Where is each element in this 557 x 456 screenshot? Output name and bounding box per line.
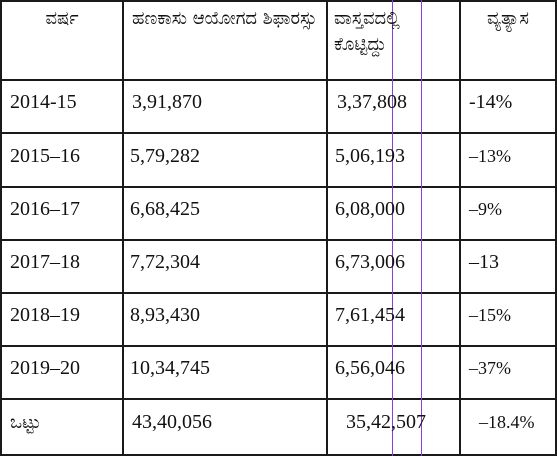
guide-line <box>421 0 422 456</box>
table-cell: –13 <box>469 251 499 273</box>
table-border <box>459 0 461 456</box>
table-cell: 8,93,430 <box>130 304 200 326</box>
table-border <box>0 79 557 81</box>
guide-line <box>392 0 393 456</box>
table-cell: –9% <box>469 199 502 219</box>
table-cell: –15% <box>469 305 511 325</box>
table-cell: –13% <box>469 146 511 166</box>
table-cell: –37% <box>469 358 511 378</box>
table-cell: 6,73,006 <box>335 251 405 273</box>
table-cell: 5,06,193 <box>335 145 405 167</box>
table-cell: -14% <box>469 91 513 113</box>
table-cell: 7,61,454 <box>335 304 405 326</box>
table-cell: 2018–19 <box>10 304 80 326</box>
table-cell: 10,34,745 <box>130 357 210 379</box>
table-border <box>122 0 124 456</box>
header-actual: ವಾಸ್ತವದಲ್ಲಿ ಕೊಟ್ಟಿದ್ದು <box>334 8 400 55</box>
table-cell: 35,42,507 <box>346 411 426 433</box>
table-cell: 3,37,808 <box>337 91 407 113</box>
table-cell: 2014-15 <box>10 91 77 113</box>
header-year: ವರ್ಷ <box>45 8 79 29</box>
table-border <box>0 398 557 400</box>
table-border <box>0 0 557 2</box>
table-border <box>0 292 557 294</box>
table-border <box>0 132 557 134</box>
table-cell: 6,08,000 <box>335 198 405 220</box>
table-cell: 2015–16 <box>10 145 80 167</box>
table-border <box>0 239 557 241</box>
table-cell: 6,68,425 <box>130 198 200 220</box>
table-border <box>0 454 557 456</box>
table-cell: –18.4% <box>479 412 535 432</box>
table-cell: 43,40,056 <box>132 411 212 433</box>
table-cell: 7,72,304 <box>130 251 200 273</box>
table-cell: 5,79,282 <box>130 145 200 167</box>
table-cell: 2019–20 <box>10 357 80 379</box>
table-border <box>0 0 2 456</box>
header-recommendation: ಹಣಕಾಸು ಆಯೋಗದ ಶಿಫಾರಸ್ಸು <box>132 8 318 29</box>
header-difference: ವ್ಯತ್ಯಾಸ <box>487 8 529 29</box>
table-border <box>326 0 328 456</box>
table-border <box>555 0 557 456</box>
table-cell: 2016–17 <box>10 198 80 220</box>
total-label: ಒಟ್ಟು <box>10 412 41 433</box>
table-border <box>0 345 557 347</box>
table-border <box>0 186 557 188</box>
table-cell: 3,91,870 <box>132 91 202 113</box>
table-cell: 2017–18 <box>10 251 80 273</box>
table-cell: 6,56,046 <box>335 357 405 379</box>
